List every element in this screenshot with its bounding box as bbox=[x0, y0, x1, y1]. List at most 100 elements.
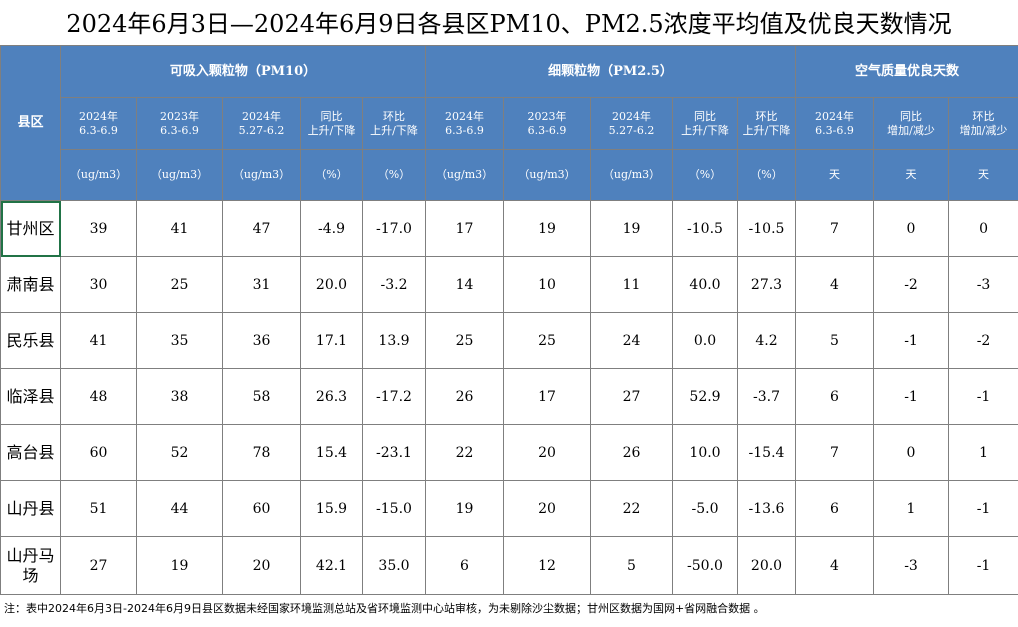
value-cell: -17.0 bbox=[363, 201, 426, 257]
value-cell: 17 bbox=[426, 201, 504, 257]
value-cell: 5 bbox=[591, 537, 673, 595]
value-cell: 44 bbox=[137, 481, 223, 537]
column-header-line: 上升/下降 bbox=[301, 124, 362, 138]
value-cell: 20 bbox=[223, 537, 301, 595]
value-cell: 52.9 bbox=[673, 369, 738, 425]
unit-header: （ug/m3） bbox=[504, 150, 591, 201]
column-header: 同比上升/下降 bbox=[301, 98, 363, 150]
value-cell: -1 bbox=[949, 537, 1018, 595]
county-cell: 甘州区 bbox=[1, 201, 61, 257]
column-header-line: 6.3-6.9 bbox=[504, 124, 590, 138]
value-cell: 5 bbox=[796, 313, 874, 369]
column-header-line: 2023年 bbox=[137, 110, 222, 124]
title: 2024年6月3日—2024年6月9日各县区PM10、PM2.5浓度平均值及优良… bbox=[0, 0, 1018, 45]
value-cell: 13.9 bbox=[363, 313, 426, 369]
county-cell: 民乐县 bbox=[1, 313, 61, 369]
column-header-line: 2024年 bbox=[591, 110, 672, 124]
column-header-line: 上升/下降 bbox=[738, 124, 795, 138]
value-cell: 26 bbox=[591, 425, 673, 481]
value-cell: 1 bbox=[874, 481, 949, 537]
county-cell: 山丹马场 bbox=[1, 537, 61, 595]
column-header-line: 2024年 bbox=[61, 110, 136, 124]
value-cell: 0 bbox=[874, 425, 949, 481]
unit-header: （ug/m3） bbox=[591, 150, 673, 201]
column-header: 同比增加/减少 bbox=[874, 98, 949, 150]
column-header: 环比上升/下降 bbox=[363, 98, 426, 150]
row: （ug/m3）（ug/m3）（ug/m3）（%）（%）（ug/m3）（ug/m3… bbox=[1, 150, 1018, 201]
value-cell: 58 bbox=[223, 369, 301, 425]
value-cell: 1 bbox=[949, 425, 1018, 481]
unit-header: （ug/m3） bbox=[223, 150, 301, 201]
value-cell: -1 bbox=[949, 481, 1018, 537]
county-cell: 肃南县 bbox=[1, 257, 61, 313]
row: 县区可吸入颗粒物（PM10）细颗粒物（PM2.5）空气质量优良天数 bbox=[1, 46, 1018, 98]
value-cell: 48 bbox=[61, 369, 137, 425]
column-header-line: 6.3-6.9 bbox=[426, 124, 503, 138]
column-header-line: 同比 bbox=[673, 110, 737, 124]
unit-header: （ug/m3） bbox=[61, 150, 137, 201]
value-cell: 47 bbox=[223, 201, 301, 257]
value-cell: -10.5 bbox=[673, 201, 738, 257]
column-header-line: 上升/下降 bbox=[363, 124, 425, 138]
value-cell: 15.4 bbox=[301, 425, 363, 481]
value-cell: 7 bbox=[796, 425, 874, 481]
value-cell: 4 bbox=[796, 257, 874, 313]
county-cell: 高台县 bbox=[1, 425, 61, 481]
column-header-line: 增加/减少 bbox=[874, 124, 948, 138]
value-cell: -1 bbox=[874, 313, 949, 369]
value-cell: -3 bbox=[949, 257, 1018, 313]
group-header: 空气质量优良天数 bbox=[796, 46, 1018, 98]
column-header-line: 6.3-6.9 bbox=[137, 124, 222, 138]
value-cell: -15.4 bbox=[738, 425, 796, 481]
column-header: 同比上升/下降 bbox=[673, 98, 738, 150]
value-cell: 7 bbox=[796, 201, 874, 257]
value-cell: 22 bbox=[426, 425, 504, 481]
column-header-line: 环比 bbox=[363, 110, 425, 124]
value-cell: -2 bbox=[874, 257, 949, 313]
value-cell: 10.0 bbox=[673, 425, 738, 481]
county-cell: 临泽县 bbox=[1, 369, 61, 425]
value-cell: 10 bbox=[504, 257, 591, 313]
value-cell: -3 bbox=[874, 537, 949, 595]
group-header: 细颗粒物（PM2.5） bbox=[426, 46, 796, 98]
county-header: 县区 bbox=[1, 46, 61, 201]
value-cell: -1 bbox=[949, 369, 1018, 425]
value-cell: 19 bbox=[426, 481, 504, 537]
value-cell: 19 bbox=[591, 201, 673, 257]
value-cell: 41 bbox=[137, 201, 223, 257]
column-header-line: 增加/减少 bbox=[949, 124, 1018, 138]
value-cell: -10.5 bbox=[738, 201, 796, 257]
value-cell: 36 bbox=[223, 313, 301, 369]
value-cell: 11 bbox=[591, 257, 673, 313]
value-cell: 52 bbox=[137, 425, 223, 481]
value-cell: 25 bbox=[504, 313, 591, 369]
value-cell: 22 bbox=[591, 481, 673, 537]
column-header-line: 2023年 bbox=[504, 110, 590, 124]
value-cell: 20.0 bbox=[301, 257, 363, 313]
group-header: 可吸入颗粒物（PM10） bbox=[61, 46, 426, 98]
county-cell: 山丹县 bbox=[1, 481, 61, 537]
unit-header: 天 bbox=[949, 150, 1018, 201]
column-header-line: 2024年 bbox=[223, 110, 300, 124]
column-header-line: 2024年 bbox=[796, 110, 873, 124]
column-header-line: 环比 bbox=[738, 110, 795, 124]
unit-header: （%） bbox=[673, 150, 738, 201]
note: 注：表中2024年6月3日-2024年6月9日县区数据未经国家环境监测总站及省环… bbox=[0, 595, 1018, 627]
value-cell: -17.2 bbox=[363, 369, 426, 425]
value-cell: 27 bbox=[61, 537, 137, 595]
unit-header: （%） bbox=[363, 150, 426, 201]
value-cell: 38 bbox=[137, 369, 223, 425]
column-header-line: 6.3-6.9 bbox=[61, 124, 136, 138]
value-cell: 40.0 bbox=[673, 257, 738, 313]
value-cell: -50.0 bbox=[673, 537, 738, 595]
